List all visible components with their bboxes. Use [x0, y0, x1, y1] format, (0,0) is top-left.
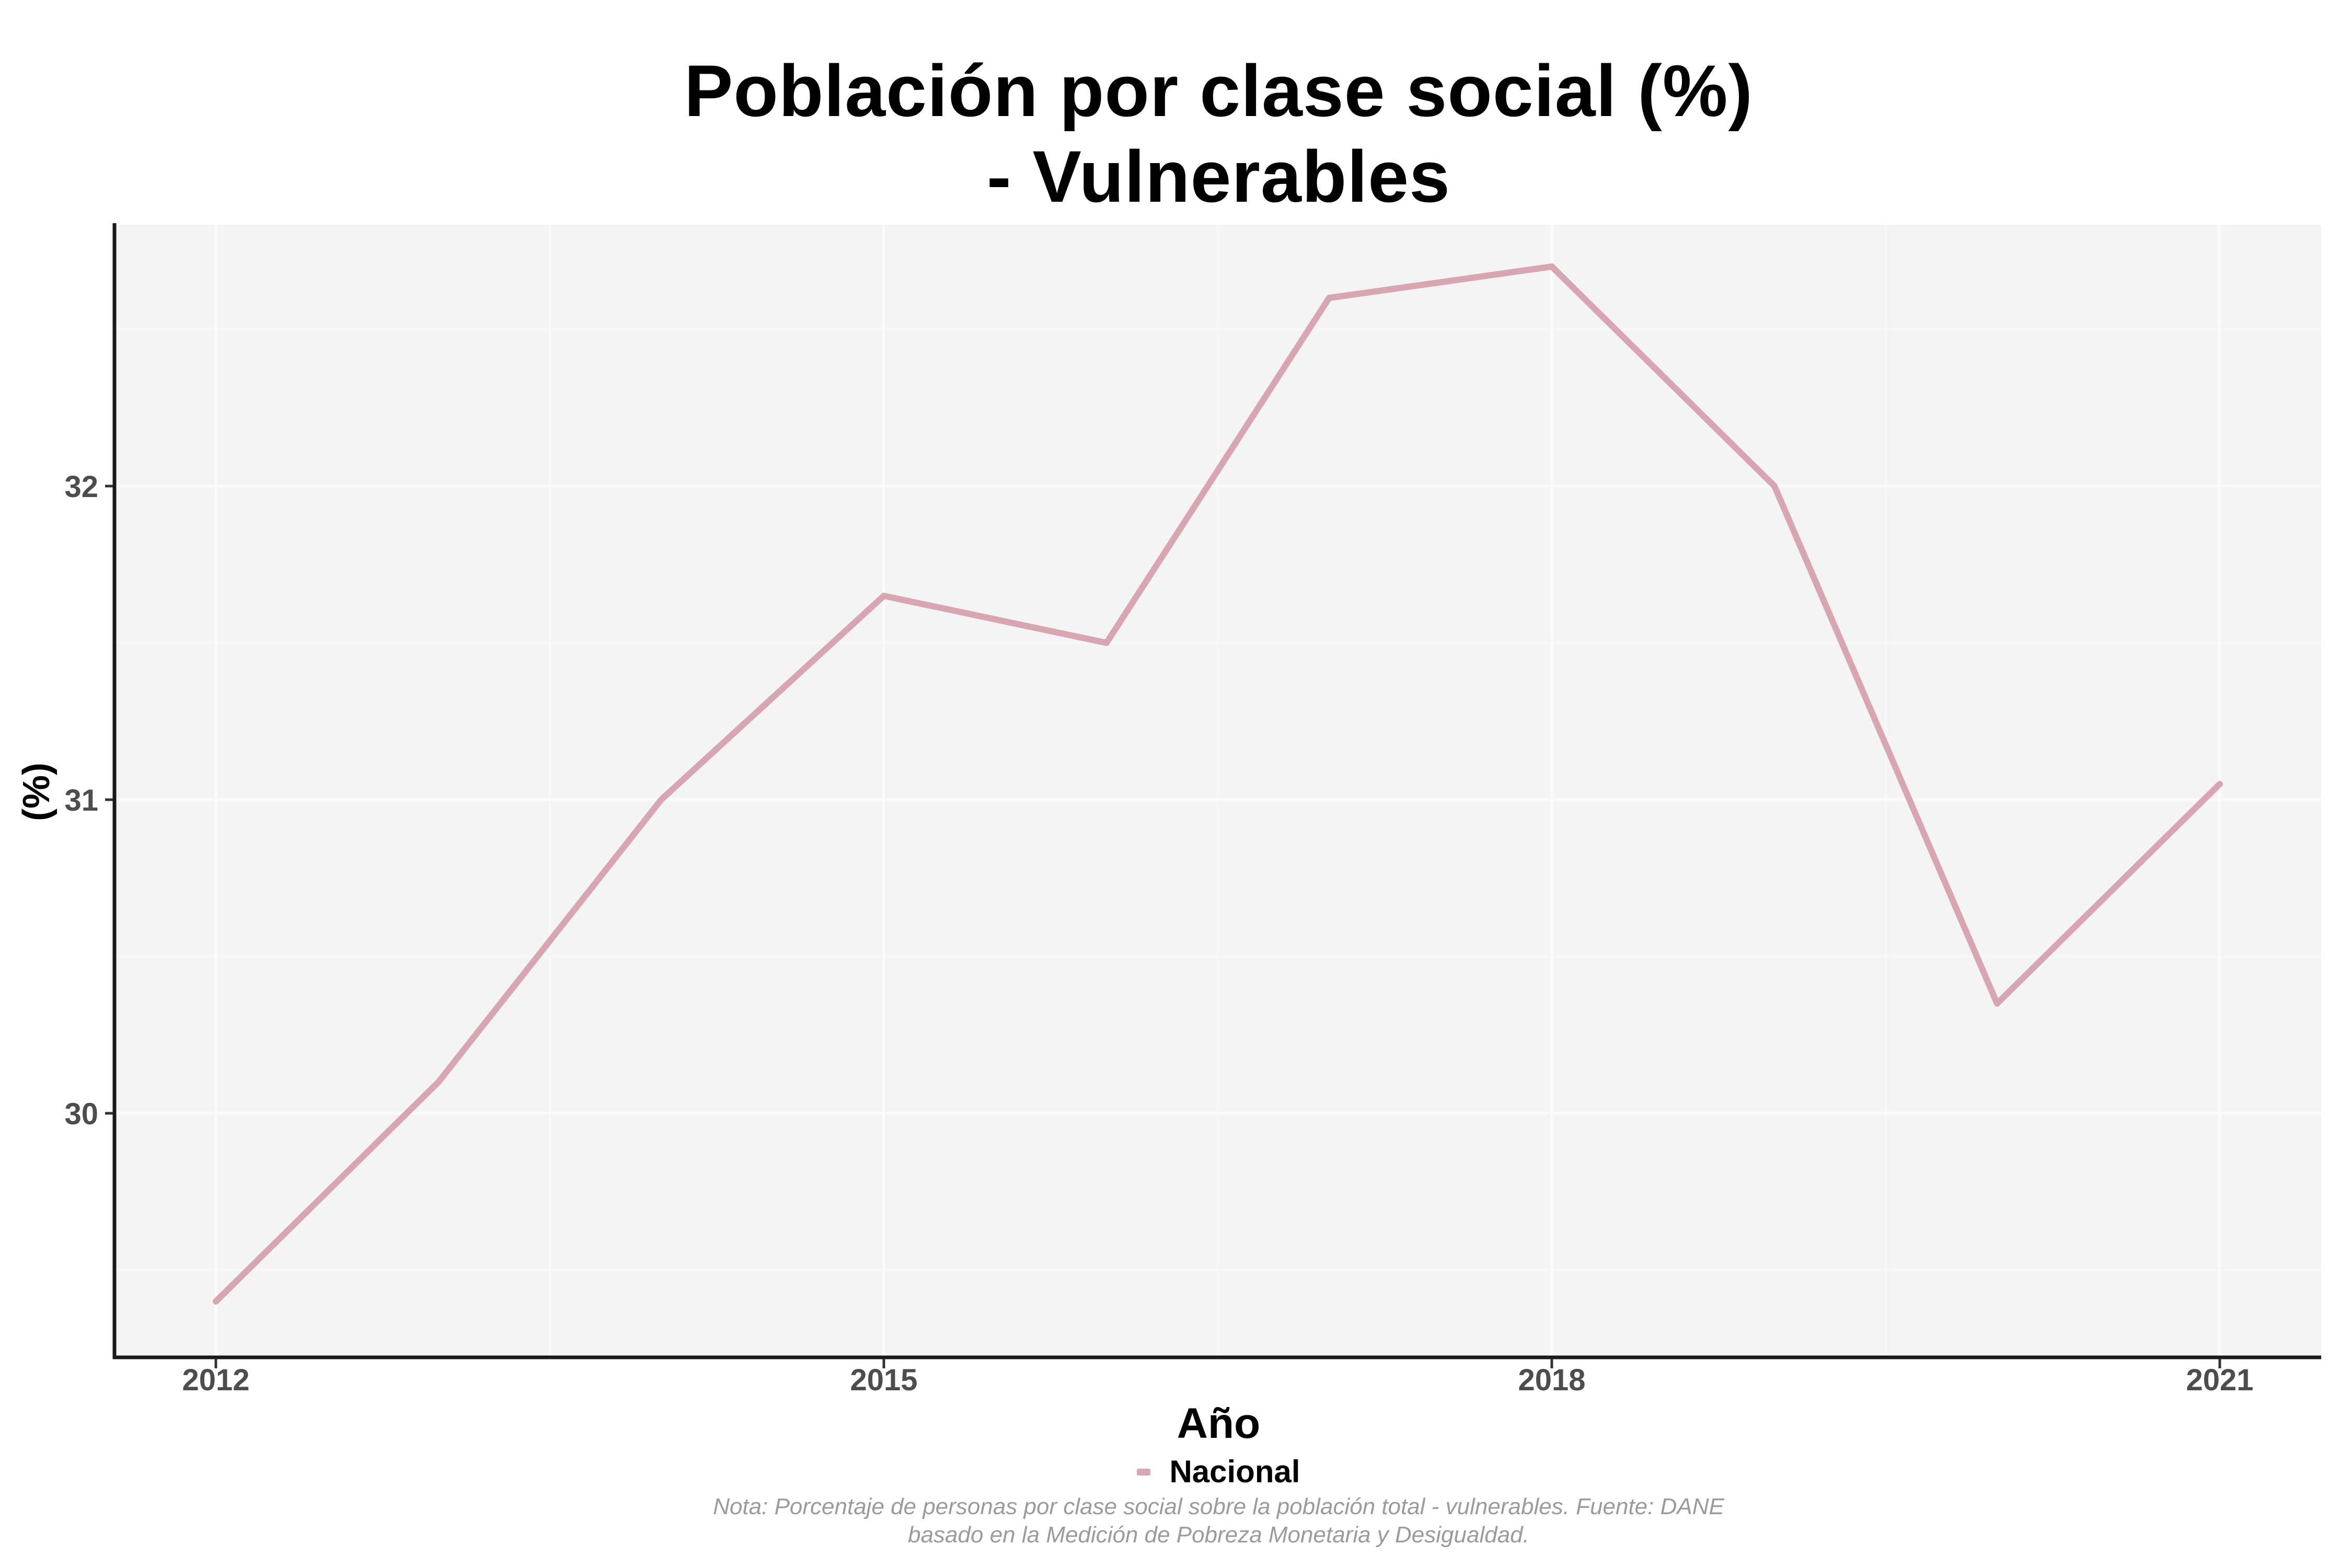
x-tick-label: 2015	[850, 1363, 917, 1397]
data-line-nacional	[213, 263, 2223, 1305]
footnote: Nota: Porcentaje de personas por clase s…	[116, 1493, 2321, 1549]
chart-title-line1: Población por clase social (%)	[684, 50, 1754, 132]
footnote-line2: basado en la Medición de Pobreza Monetar…	[908, 1522, 1529, 1548]
x-tick-label: 2012	[182, 1363, 249, 1397]
chart-title-line2: - Vulnerables	[987, 135, 1450, 217]
legend: Nacional	[116, 1454, 2321, 1490]
y-tick-label: 32	[64, 470, 98, 504]
chart-title: Población por clase social (%) - Vulnera…	[116, 48, 2321, 220]
x-axis-title: Año	[1177, 1400, 1261, 1447]
legend-line-key-icon	[1137, 1468, 1151, 1475]
footnote-line1: Nota: Porcentaje de personas por clase s…	[713, 1494, 1724, 1519]
y-axis-title: (%)	[16, 763, 57, 821]
x-tick-label: 2021	[2186, 1363, 2253, 1397]
y-tick-label: 30	[64, 1097, 98, 1131]
x-tick-label: 2018	[1518, 1363, 1585, 1397]
legend-label: Nacional	[1169, 1454, 1300, 1489]
y-tick-label: 31	[64, 783, 98, 817]
